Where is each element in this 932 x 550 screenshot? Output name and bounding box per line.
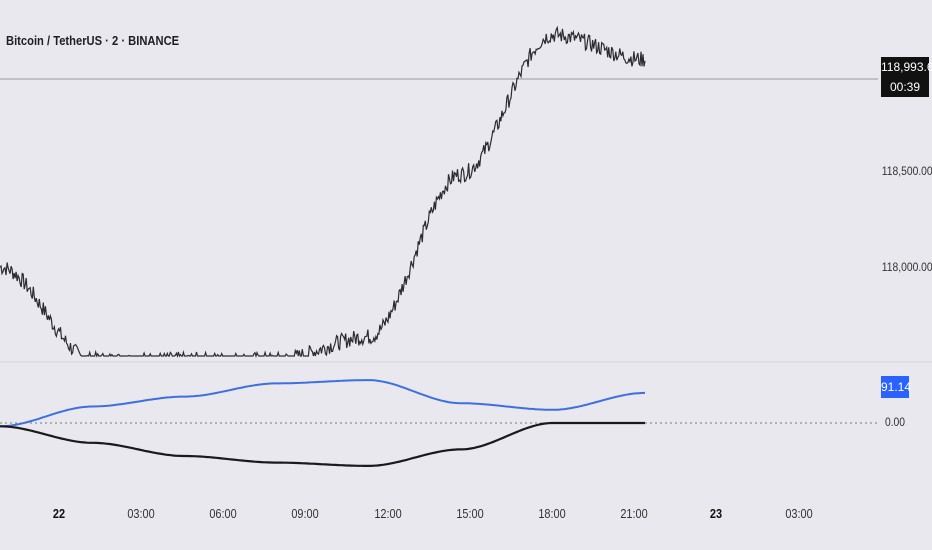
time-axis-label: 21:00 bbox=[620, 506, 648, 521]
price-axis-label: 118,500.00 bbox=[881, 164, 932, 178]
symbol-title[interactable]: Bitcoin / TetherUS · 2 · BINANCE bbox=[6, 33, 180, 48]
bar-countdown: 00:39 bbox=[889, 80, 921, 94]
time-axis-label: 18:00 bbox=[538, 506, 566, 521]
time-axis-label: 09:00 bbox=[291, 506, 319, 521]
price-axis-label: 118,000.00 bbox=[881, 260, 932, 274]
oscillator-zero-label: 0.00 bbox=[884, 415, 906, 429]
time-axis-label: 06:00 bbox=[209, 506, 237, 521]
time-axis-label: 03:00 bbox=[127, 506, 155, 521]
oscillator-value-tag: 91.14 bbox=[881, 376, 911, 398]
price-series-line bbox=[0, 25, 646, 359]
time-axis-label: 15:00 bbox=[456, 506, 484, 521]
last-price-tag: 118,993.64 00:39 bbox=[881, 57, 932, 97]
time-axis-label: 23 bbox=[709, 506, 723, 521]
oscillator-upper-line bbox=[0, 379, 646, 428]
time-axis-label: 03:00 bbox=[785, 506, 813, 521]
time-axis-label: 22 bbox=[52, 506, 66, 521]
last-price-value: 118,993.64 bbox=[881, 60, 932, 74]
oscillator-lower-line bbox=[0, 421, 645, 467]
time-axis-label: 12:00 bbox=[374, 506, 402, 521]
